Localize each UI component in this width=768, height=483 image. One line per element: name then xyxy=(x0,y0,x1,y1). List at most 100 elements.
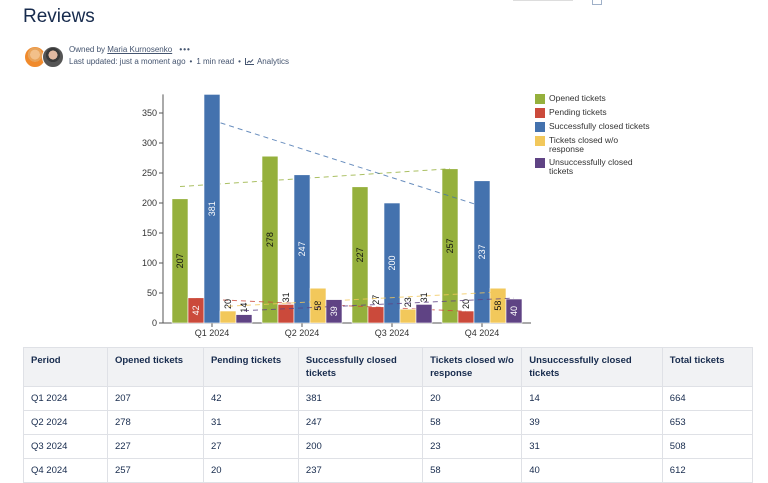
y-tick-label: 50 xyxy=(147,288,157,298)
page-title: Reviews xyxy=(23,6,95,27)
data-label: 31 xyxy=(281,292,291,302)
legend-item[interactable]: Opened tickets xyxy=(535,94,655,104)
table-cell: 31 xyxy=(521,434,663,459)
page-meta-line: Last updated: just a moment ago • 1 min re… xyxy=(69,57,289,66)
table-cell: 247 xyxy=(297,410,424,435)
table-cell: Q4 2024 xyxy=(23,458,108,483)
table-row: Q1 2024 207 42 381 20 14 664 xyxy=(23,386,754,411)
legend-swatch xyxy=(535,158,545,168)
table-cell: 39 xyxy=(521,410,663,435)
trendline xyxy=(243,297,515,312)
column-header: Pending tickets xyxy=(202,347,299,387)
data-label: 14 xyxy=(239,303,249,313)
table-cell: 200 xyxy=(297,434,424,459)
contributor-avatar[interactable] xyxy=(42,46,64,68)
table-cell: Q3 2024 xyxy=(23,434,108,459)
bar xyxy=(351,186,369,324)
owner-line: Owned by Maria Kurnosenko ••• xyxy=(69,45,191,54)
column-header: Tickets closed w/o response xyxy=(422,347,523,387)
table-cell: 40 xyxy=(521,458,663,483)
legend-label: Pending tickets xyxy=(549,107,607,117)
column-header: Opened tickets xyxy=(106,347,204,387)
bar xyxy=(293,174,311,324)
data-label: 23 xyxy=(403,297,413,307)
data-label: 20 xyxy=(461,299,471,309)
last-updated: Last updated: just a moment ago xyxy=(69,57,186,66)
table-cell: 508 xyxy=(661,434,754,459)
y-tick-label: 200 xyxy=(142,198,157,208)
legend-swatch xyxy=(535,122,545,132)
analytics-link[interactable]: Analytics xyxy=(244,57,289,66)
data-label: 40 xyxy=(509,306,519,316)
table-cell: 237 xyxy=(297,458,424,483)
data-label: 247 xyxy=(297,241,307,256)
table-header-row: Period Opened tickets Pending tickets Succe… xyxy=(23,347,754,387)
table-row: Q3 2024 227 27 200 23 31 508 xyxy=(23,434,754,459)
table-cell: 278 xyxy=(106,410,204,435)
bar xyxy=(367,306,385,324)
legend-label: Successfully closed tickets xyxy=(549,121,650,131)
legend-item[interactable]: Pending tickets xyxy=(535,108,655,118)
more-actions-icon[interactable]: ••• xyxy=(179,45,191,54)
data-label: 31 xyxy=(419,292,429,302)
legend-label: Opened tickets xyxy=(549,93,606,103)
top-toolbar-edge xyxy=(513,0,573,1)
toolbar-icon[interactable] xyxy=(592,0,602,5)
analytics-icon xyxy=(244,58,254,65)
data-label: 39 xyxy=(329,306,339,316)
table-cell: 14 xyxy=(521,386,663,411)
bar xyxy=(219,310,237,324)
table-cell: 207 xyxy=(106,386,204,411)
y-tick-label: 150 xyxy=(142,228,157,238)
analytics-label: Analytics xyxy=(256,57,289,66)
table-cell: 58 xyxy=(422,410,523,435)
table-cell: 227 xyxy=(106,434,204,459)
data-label: 278 xyxy=(265,232,275,247)
data-label: 58 xyxy=(313,301,323,311)
separator: • xyxy=(238,57,241,66)
table-cell: 664 xyxy=(661,386,754,411)
data-label: 237 xyxy=(477,244,487,259)
bar xyxy=(325,299,343,324)
legend-label: Tickets closed w/o response xyxy=(549,135,619,154)
y-tick-label: 0 xyxy=(152,318,157,328)
bar xyxy=(383,202,401,324)
legend-item[interactable]: Successfully closed tickets xyxy=(535,122,655,132)
data-label: 257 xyxy=(445,238,455,253)
table-row: Q4 2024 257 20 237 58 40 612 xyxy=(23,458,754,483)
legend-swatch xyxy=(535,94,545,104)
table-cell: Q1 2024 xyxy=(23,386,108,411)
legend-label: Unsuccessfully closed tickets xyxy=(549,157,633,176)
data-label: 27 xyxy=(371,295,381,305)
column-header: Period xyxy=(23,347,108,387)
data-label: 58 xyxy=(493,301,503,311)
data-label: 381 xyxy=(207,201,217,216)
legend-item[interactable]: Tickets closed w/o response xyxy=(535,136,655,154)
bar xyxy=(415,304,433,324)
separator: • xyxy=(189,57,193,66)
bar xyxy=(457,310,475,324)
read-time: 1 min read xyxy=(196,57,235,66)
bar xyxy=(505,298,523,324)
data-label: 42 xyxy=(191,305,201,315)
table-cell: 20 xyxy=(202,458,299,483)
bar-chart: 0 50 100 150 200 250 300 350 Q1 2024 Q2 2024 Q3 20… xyxy=(142,94,531,338)
data-label: 207 xyxy=(175,253,185,268)
data-label: 200 xyxy=(387,255,397,270)
data-label: 20 xyxy=(223,299,233,309)
column-header: Total tickets xyxy=(661,347,754,387)
bar xyxy=(261,155,279,324)
bar xyxy=(399,308,417,324)
tickets-table: Period Opened tickets Pending tickets Succe… xyxy=(23,347,754,483)
owner-link[interactable]: Maria Kurnosenko xyxy=(107,45,173,54)
chart-legend: Opened tickets Pending tickets Successfull… xyxy=(535,94,655,180)
bar xyxy=(203,94,221,324)
y-tick-label: 300 xyxy=(142,138,157,148)
table-cell: Q2 2024 xyxy=(23,410,108,435)
x-tick-label: Q4 2024 xyxy=(465,328,500,338)
trendline xyxy=(227,291,499,307)
legend-item[interactable]: Unsuccessfully closed tickets xyxy=(535,158,655,176)
trendline xyxy=(179,168,451,188)
table-cell: 23 xyxy=(422,434,523,459)
table-cell: 27 xyxy=(202,434,299,459)
